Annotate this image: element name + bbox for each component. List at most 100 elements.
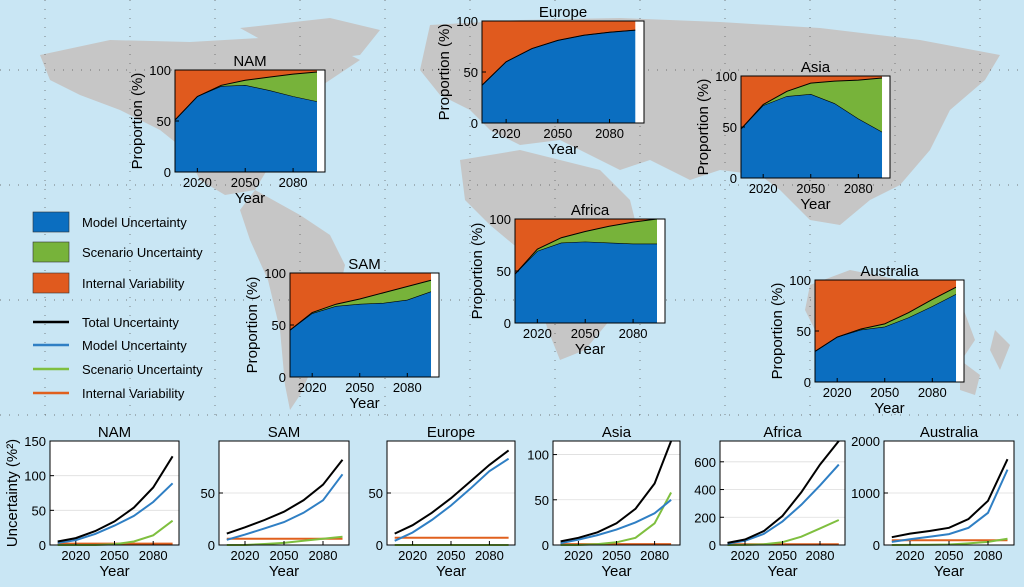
legend-label: Internal Variability: [82, 276, 185, 291]
chart-panel-europe-area: 0 50 100 2020 2050 2080 Europe Year Proportion (…: [436, 4, 645, 158]
y-tick-label-1: 50: [369, 486, 383, 501]
y-tick-label-2: 400: [694, 483, 716, 498]
legend-label: Total Uncertainty: [82, 315, 179, 330]
chart-title: Europe: [539, 4, 587, 21]
series-line-model-uncertainty: [226, 473, 344, 541]
y-tick-label-0: 0: [208, 538, 215, 553]
chart-title: NAM: [233, 53, 266, 70]
x-tick-label-1: 2050: [345, 380, 374, 395]
after-data-strip: [956, 280, 964, 382]
area-model-uncertainty: [290, 291, 432, 377]
y-tick-label-0: 0: [279, 370, 286, 385]
chart-title: Asia: [801, 59, 831, 76]
x-tick-label-0: 2020: [564, 548, 593, 563]
area-internal-variability: [290, 273, 432, 331]
series-line-model-uncertainty: [560, 499, 672, 545]
chart-panel-sam-area: 0 50 100 2020 2050 2080 SAM Year Proportion (%): [244, 256, 440, 412]
y-axis-label: Proportion (%): [769, 283, 786, 380]
x-tick-label-2: 2080: [844, 181, 873, 196]
legend-label: Model Uncertainty: [82, 215, 187, 230]
y-tick-label-1: 50: [797, 324, 811, 339]
chart-panel-australia-area: 0 50 100 2020 2050 2080 Australia Year Proportio…: [769, 263, 965, 417]
y-tick-label-2: 100: [264, 266, 286, 281]
x-axis-label: Year: [934, 563, 964, 580]
x-axis-label: Year: [767, 563, 797, 580]
chart-title: SAM: [268, 424, 301, 441]
y-tick-label-1: 50: [157, 114, 171, 129]
legend-line-internal-variability: Internal Variability: [33, 386, 185, 401]
chart-title: Australia: [860, 263, 919, 280]
area-model-uncertainty: [815, 294, 957, 382]
y-axis-label: Proportion (%): [129, 73, 146, 170]
boundary-model-line: [740, 94, 883, 133]
x-axis-label: Year: [800, 196, 830, 213]
x-tick-label-2: 2080: [475, 548, 504, 563]
y-axis-label: Proportion (%): [436, 24, 453, 121]
area-model-uncertainty: [515, 241, 658, 323]
plot-area: [553, 441, 680, 545]
x-tick-label-2: 2080: [974, 548, 1003, 563]
series-line-total-uncertainty: [727, 440, 840, 544]
x-tick-label-1: 2050: [768, 548, 797, 563]
landmass-shape-1: [240, 18, 380, 60]
x-tick-label-0: 2020: [731, 548, 760, 563]
x-tick-label-0: 2020: [398, 548, 427, 563]
after-data-strip: [317, 70, 325, 172]
landmass-shape-8: [990, 330, 1010, 370]
y-tick-label-2: 100: [149, 63, 171, 78]
boundary-model-line: [814, 294, 957, 352]
chart-panel-nam-area: 0 50 100 2020 2050 2080 NAM Year Proportion (%): [129, 53, 326, 207]
chart-title: Australia: [920, 424, 979, 441]
boundary-model-line: [481, 29, 636, 86]
series-line-total-uncertainty: [57, 455, 174, 543]
plot-area: [50, 441, 179, 545]
chart-title: Africa: [571, 202, 610, 219]
legend-line-total-uncertainty: Total Uncertainty: [33, 315, 179, 330]
series-line-model-uncertainty: [394, 457, 510, 542]
x-axis-label: Year: [575, 341, 605, 358]
y-tick-label-2: 100: [489, 212, 511, 227]
series-line-total-uncertainty: [891, 458, 1009, 539]
x-tick-label-1: 2050: [231, 175, 260, 190]
x-tick-label-1: 2050: [602, 548, 631, 563]
series-line-total-uncertainty: [560, 440, 673, 543]
y-tick-label-1: 50: [32, 503, 46, 518]
y-tick-label-2: 100: [527, 448, 549, 463]
y-tick-label-0: 0: [471, 116, 478, 131]
chart-panel-africa-area: 0 50 100 2020 2050 2080 Africa Year Proportion (…: [469, 202, 666, 358]
after-data-strip: [657, 219, 665, 323]
x-tick-label-2: 2080: [619, 326, 648, 341]
x-tick-label-0: 2020: [231, 548, 260, 563]
x-tick-label-0: 2020: [896, 548, 925, 563]
series-line-model-uncertainty: [727, 463, 840, 545]
y-tick-label-2: 100: [789, 273, 811, 288]
legend-line-model-uncertainty: Model Uncertainty: [33, 338, 187, 353]
y-tick-label-1: 50: [535, 493, 549, 508]
chart-panel-asia-line: 0 50 100 2020 2050 2080 Asia Year: [527, 424, 681, 580]
area-internal-variability: [741, 76, 883, 130]
y-axis-label: Proportion (%): [695, 79, 712, 176]
x-axis-label: Year: [349, 395, 379, 412]
area-scenario-uncertainty: [290, 280, 432, 331]
x-tick-label-1: 2050: [270, 548, 299, 563]
chart-title: Asia: [602, 424, 632, 441]
legend-label: Internal Variability: [82, 386, 185, 401]
y-tick-label-2: 2000: [851, 434, 880, 449]
legend-patch-model-uncertainty: Model Uncertainty: [32, 211, 187, 233]
area-internal-variability: [482, 21, 636, 86]
legend-line-scenario-uncertainty: Scenario Uncertainty: [33, 362, 203, 377]
series-line-total-uncertainty: [226, 459, 344, 535]
y-tick-label-0: 0: [164, 165, 171, 180]
x-axis-label: Year: [269, 563, 299, 580]
legend-patch-internal-variability: Internal Variability: [32, 272, 185, 294]
x-axis-label: Year: [235, 190, 265, 207]
landmass-shape-7: [960, 360, 980, 395]
x-tick-label-2: 2080: [309, 548, 338, 563]
x-tick-label-0: 2020: [492, 126, 521, 141]
x-tick-label-1: 2050: [571, 326, 600, 341]
legend-label: Scenario Uncertainty: [82, 245, 203, 260]
x-axis-label: Year: [874, 400, 904, 417]
boundary-model-line: [174, 84, 318, 121]
y-tick-label-0: 0: [730, 171, 737, 186]
boundary-model-line: [514, 241, 658, 275]
